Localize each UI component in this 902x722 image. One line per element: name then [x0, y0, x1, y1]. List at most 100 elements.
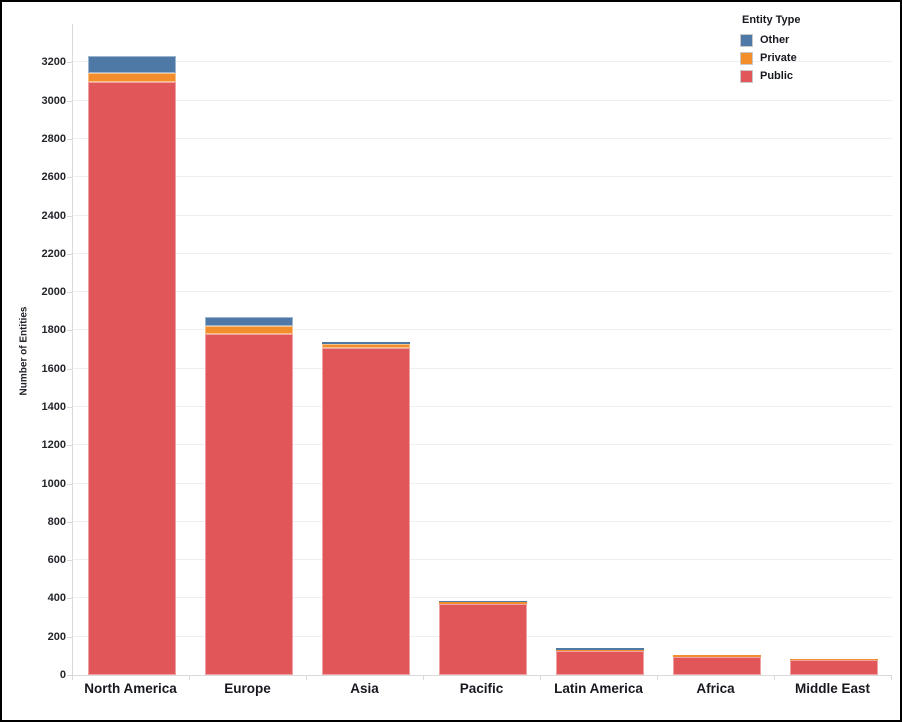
- bar-segment-public[interactable]: [321, 347, 410, 675]
- legend-item-other[interactable]: Other: [740, 31, 800, 49]
- y-tick-label: 1400: [41, 400, 66, 413]
- y-tick-mark: [67, 330, 72, 332]
- bar-asia[interactable]: [321, 341, 410, 675]
- y-tick-label: 600: [47, 554, 66, 567]
- bar-segment-public[interactable]: [555, 650, 644, 675]
- category-divider-tick: [306, 675, 307, 680]
- y-tick-label: 400: [47, 592, 66, 605]
- bar-pacific[interactable]: [438, 601, 527, 675]
- category-divider-tick: [540, 675, 541, 680]
- y-tick-mark: [67, 253, 72, 255]
- x-axis-label: Asia: [350, 681, 379, 696]
- bar-latin-america[interactable]: [555, 648, 644, 675]
- category-divider-tick: [657, 675, 658, 680]
- y-tick-mark: [67, 292, 72, 294]
- bar-segment-public[interactable]: [789, 659, 878, 675]
- x-axis-label: North America: [84, 681, 177, 696]
- y-tick-mark: [67, 636, 72, 638]
- gridline: [73, 137, 892, 139]
- gridline: [73, 176, 892, 178]
- bar-segment-private[interactable]: [321, 343, 410, 348]
- bar-segment-other[interactable]: [204, 316, 293, 326]
- y-tick-mark: [67, 560, 72, 562]
- y-tick-mark: [67, 62, 72, 64]
- legend-title: Entity Type: [742, 14, 801, 26]
- y-tick-label: 1600: [41, 362, 66, 375]
- category-divider-tick: [423, 675, 424, 680]
- bar-segment-other[interactable]: [438, 601, 527, 603]
- bar-europe[interactable]: [204, 316, 293, 675]
- y-tick-label: 2600: [41, 171, 66, 184]
- y-tick-label: 3000: [41, 94, 66, 107]
- legend-item-public[interactable]: Public: [740, 67, 800, 85]
- category-divider-tick: [72, 675, 73, 680]
- bar-segment-private[interactable]: [87, 72, 176, 83]
- x-axis-label: Africa: [696, 681, 735, 696]
- gridline: [73, 444, 892, 446]
- bar-north-america[interactable]: [87, 55, 176, 675]
- bar-segment-public[interactable]: [672, 656, 761, 675]
- gridline: [73, 367, 892, 369]
- bar-segment-public[interactable]: [438, 604, 527, 675]
- y-tick-label: 1800: [41, 324, 66, 337]
- y-tick-mark: [67, 406, 72, 408]
- bar-segment-private[interactable]: [438, 602, 527, 605]
- y-tick-mark: [67, 675, 72, 676]
- y-tick-mark: [67, 177, 72, 179]
- legend-swatch-public: [740, 69, 753, 83]
- y-tick-mark: [67, 445, 72, 447]
- y-axis-title: Number of Entities: [18, 306, 30, 396]
- legend-label: Private: [760, 52, 797, 64]
- gridline: [73, 597, 892, 599]
- category-divider-tick: [189, 675, 190, 680]
- x-axis-label: Europe: [224, 681, 271, 696]
- bar-segment-other[interactable]: [555, 648, 644, 651]
- bar-segment-other[interactable]: [321, 341, 410, 344]
- y-tick-mark: [67, 215, 72, 217]
- legend-swatch-private: [740, 51, 753, 65]
- y-tick-label: 2000: [41, 286, 66, 299]
- y-tick-label: 0: [59, 669, 66, 681]
- gridline: [73, 520, 892, 522]
- bar-africa[interactable]: [672, 654, 761, 675]
- gridline: [73, 291, 892, 293]
- legend-item-private[interactable]: Private: [740, 49, 800, 67]
- bar-middle-east[interactable]: [789, 658, 878, 675]
- y-tick-mark: [67, 138, 72, 140]
- y-tick-mark: [67, 368, 72, 370]
- y-tick-label: 3200: [41, 56, 66, 69]
- legend-label: Public: [760, 70, 794, 82]
- bar-segment-public[interactable]: [204, 334, 293, 675]
- bar-segment-public[interactable]: [87, 82, 176, 675]
- gridline: [73, 252, 892, 254]
- y-tick-mark: [67, 521, 72, 523]
- bar-segment-other[interactable]: [87, 55, 176, 73]
- y-tick-mark: [67, 100, 72, 102]
- gridline: [73, 61, 892, 63]
- x-axis-label: Latin America: [554, 681, 643, 696]
- category-divider-tick: [891, 675, 892, 680]
- y-tick-mark: [67, 483, 72, 485]
- y-tick-label: 2200: [41, 247, 66, 260]
- bar-segment-private[interactable]: [672, 655, 761, 657]
- gridline: [73, 214, 892, 216]
- x-axis-label: Middle East: [794, 681, 870, 696]
- bar-segment-private[interactable]: [204, 325, 293, 335]
- legend: Entity Type Other Private Public: [740, 14, 800, 85]
- category-divider-tick: [774, 675, 775, 680]
- legend-items: Other Private Public: [740, 31, 800, 85]
- gridline: [73, 559, 892, 561]
- y-tick-label: 1000: [41, 477, 66, 490]
- legend-swatch-other: [740, 33, 753, 47]
- plot-area: [72, 24, 892, 676]
- y-tick-label: 1200: [41, 439, 66, 452]
- gridline: [73, 99, 892, 101]
- bar-segment-private[interactable]: [555, 650, 644, 651]
- y-tick-mark: [67, 598, 72, 600]
- gridline: [73, 329, 892, 331]
- y-tick-label: 200: [47, 630, 66, 643]
- y-tick-label: 2800: [41, 132, 66, 145]
- y-tick-label: 2400: [41, 209, 66, 222]
- x-axis-label: Pacific: [459, 681, 504, 696]
